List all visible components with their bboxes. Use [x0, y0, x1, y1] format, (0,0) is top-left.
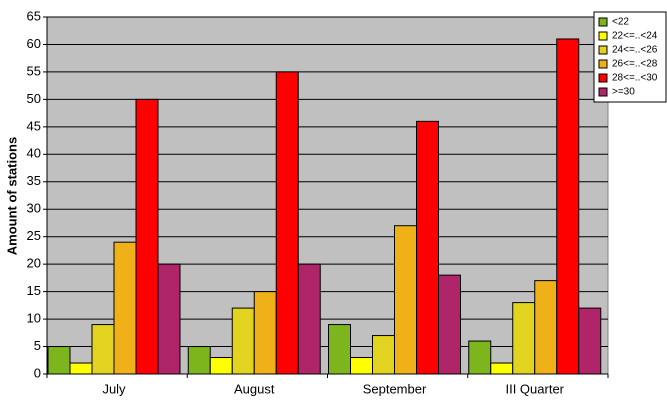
x-tick-label: III Quarter	[505, 381, 564, 396]
bar	[297, 263, 321, 375]
bar	[512, 302, 536, 375]
bar	[468, 340, 492, 375]
y-tick-label: 45	[27, 118, 41, 133]
legend-swatch	[598, 17, 608, 27]
legend-box	[593, 11, 667, 103]
x-tick-label: September	[363, 381, 427, 396]
legend-swatch	[598, 59, 608, 69]
legend-label: 22<=..<24	[612, 31, 658, 42]
y-tick-label: 20	[27, 256, 41, 271]
bar	[209, 357, 233, 375]
legend-label: 26<=..<28	[612, 59, 658, 70]
bar	[157, 263, 181, 375]
bar	[556, 38, 580, 375]
legend-swatch	[598, 73, 608, 83]
legend-label: 24<=..<26	[612, 45, 658, 56]
bar	[416, 120, 439, 375]
y-tick-label: 0	[34, 365, 41, 380]
y-tick-label: 15	[27, 283, 41, 298]
y-tick-label: 25	[27, 228, 41, 243]
bar	[578, 307, 602, 375]
bar	[231, 307, 255, 375]
y-tick-label: 55	[27, 63, 41, 78]
legend-label: 28<=..<30	[612, 73, 658, 84]
bar	[113, 241, 137, 375]
bar	[47, 346, 71, 375]
y-axis-title: Amount of stations	[4, 137, 19, 255]
y-tick-label: 10	[27, 311, 41, 326]
bar	[490, 362, 514, 375]
legend-swatch	[598, 45, 608, 55]
y-tick-label: 50	[27, 91, 41, 106]
y-tick-label: 35	[27, 173, 41, 188]
y-tick-label: 40	[27, 146, 41, 161]
legend-swatch	[598, 87, 608, 97]
bar	[69, 362, 93, 375]
legend-label: <22	[612, 17, 629, 28]
bar	[91, 324, 115, 375]
legend-swatch	[598, 31, 608, 41]
bar	[534, 280, 558, 375]
bar	[328, 324, 351, 375]
y-tick-label: 5	[34, 338, 41, 353]
y-tick-label: 30	[27, 201, 41, 216]
bar	[350, 357, 373, 375]
y-tick-label: 65	[27, 8, 41, 23]
bar	[253, 291, 277, 375]
y-tick-label: 60	[27, 36, 41, 51]
bar	[372, 335, 395, 375]
bar	[275, 71, 299, 375]
x-tick-label: July	[102, 381, 126, 396]
x-tick-label: August	[234, 381, 275, 396]
legend-label: >=30	[612, 87, 635, 98]
bar	[438, 274, 461, 375]
bar	[187, 346, 211, 375]
bar	[135, 98, 159, 375]
bar	[394, 225, 417, 375]
